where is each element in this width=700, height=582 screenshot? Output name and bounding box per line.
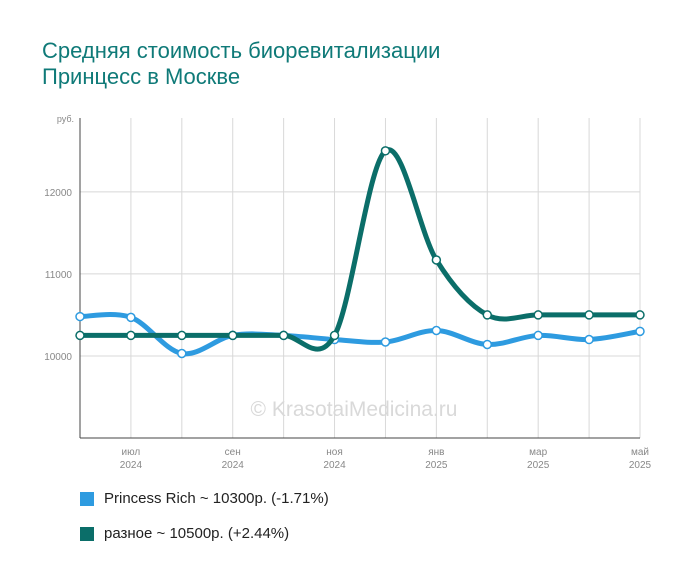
data-point-raznoe [329, 330, 340, 341]
watermark: © KrasotaiMedicina.ru [251, 398, 458, 421]
chart-title-line2: Принцесс в Москве [42, 64, 241, 89]
chart-title-line1: Средняя стоимость биоревитализации [42, 38, 441, 63]
y-tick-label: 11000 [45, 270, 73, 281]
data-point-raznoe [533, 310, 543, 320]
data-point-raznoe [75, 330, 85, 341]
data-point-princess-rich [75, 311, 85, 322]
legend-swatch-princess-rich [80, 491, 94, 506]
data-point-raznoe [431, 255, 442, 265]
data-point-raznoe [380, 146, 391, 156]
data-point-princess-rich [584, 334, 594, 345]
data-point-raznoe [278, 330, 289, 341]
data-point-princess-rich [482, 339, 493, 350]
x-tick-year: 2024 [120, 460, 143, 471]
series [75, 146, 645, 359]
y-unit-label: руб. [57, 114, 74, 124]
data-point-princess-rich [635, 326, 645, 337]
data-point-princess-rich [380, 337, 391, 347]
chart-title: Средняя стоимость биоревитализации Принц… [42, 38, 440, 90]
x-tick-label: янв [428, 447, 444, 458]
x-tick-label: июл [122, 447, 141, 458]
data-point-princess-rich [177, 348, 187, 359]
data-point-raznoe [584, 310, 594, 320]
x-tick-year: 2024 [222, 460, 245, 471]
data-point-raznoe [227, 330, 238, 341]
x-tick-year: 2024 [323, 460, 346, 471]
x-tick-label: сен [225, 447, 241, 458]
data-point-raznoe [482, 310, 493, 320]
legend-item-princess-rich[interactable]: Princess Rich ~ 10300р. (-1.71%) [80, 490, 329, 507]
legend-label-princess-rich: Princess Rich ~ 10300р. (-1.71%) [104, 490, 329, 507]
data-point-princess-rich [431, 325, 442, 336]
x-tick-label: май [631, 447, 649, 458]
data-point-raznoe [177, 330, 187, 341]
data-point-princess-rich [533, 330, 543, 341]
y-tick-label: 12000 [44, 188, 72, 199]
x-tick-year: 2025 [629, 460, 652, 471]
axes: 10000 11000 12000 руб. июл 2024 сен 2024 ноя 2024… [44, 114, 651, 471]
legend-item-raznoe[interactable]: разное ~ 10500р. (+2.44%) [80, 525, 289, 542]
x-tick-label: ноя [326, 447, 343, 458]
x-tick-year: 2025 [425, 460, 448, 471]
x-tick-label: мар [529, 447, 547, 458]
x-tick-year: 2025 [527, 460, 550, 471]
data-point-raznoe [635, 310, 645, 320]
data-point-princess-rich [126, 312, 136, 323]
legend-label-raznoe: разное ~ 10500р. (+2.44%) [104, 525, 290, 542]
grid [79, 118, 641, 438]
data-point-raznoe [126, 330, 136, 341]
series-line-raznoe [77, 147, 643, 352]
legend-swatch-raznoe [80, 526, 94, 541]
y-tick-label: 10000 [44, 352, 72, 363]
